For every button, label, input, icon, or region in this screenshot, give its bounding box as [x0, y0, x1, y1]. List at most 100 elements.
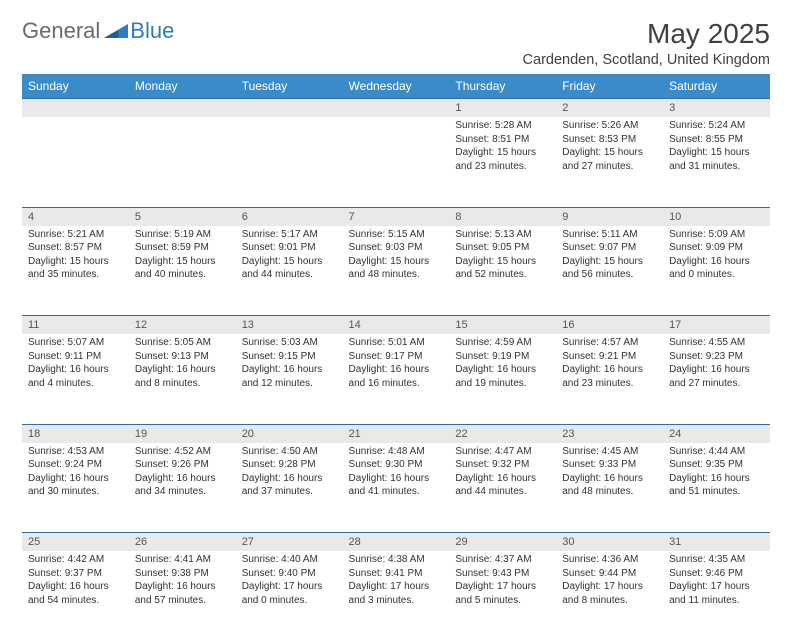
day-number-cell: 16	[556, 316, 663, 335]
sunrise-text: Sunrise: 4:52 AM	[135, 445, 230, 459]
sunrise-text: Sunrise: 4:42 AM	[28, 553, 123, 567]
day-number: 28	[343, 533, 450, 551]
daylight-text: Daylight: 15 hours and 23 minutes.	[455, 146, 550, 173]
sunrise-text: Sunrise: 4:41 AM	[135, 553, 230, 567]
day-number-cell: 26	[129, 533, 236, 552]
day-number-cell: 23	[556, 424, 663, 443]
day-cell-body: Sunrise: 4:41 AMSunset: 9:38 PMDaylight:…	[129, 551, 236, 611]
day-number: 31	[663, 533, 770, 551]
sunrise-text: Sunrise: 4:44 AM	[669, 445, 764, 459]
day-number: 23	[556, 425, 663, 443]
sunrise-text: Sunrise: 5:24 AM	[669, 119, 764, 133]
day-cell: Sunrise: 4:37 AMSunset: 9:43 PMDaylight:…	[449, 551, 556, 641]
sunset-text: Sunset: 9:32 PM	[455, 458, 550, 472]
day-cell-body: Sunrise: 4:45 AMSunset: 9:33 PMDaylight:…	[556, 443, 663, 503]
body-row: Sunrise: 5:07 AMSunset: 9:11 PMDaylight:…	[22, 334, 770, 424]
day-number: 22	[449, 425, 556, 443]
day-cell: Sunrise: 5:07 AMSunset: 9:11 PMDaylight:…	[22, 334, 129, 424]
day-number-cell	[236, 99, 343, 118]
day-number-cell: 1	[449, 99, 556, 118]
day-cell: Sunrise: 4:53 AMSunset: 9:24 PMDaylight:…	[22, 443, 129, 533]
day-header: Thursday	[449, 74, 556, 99]
sunrise-text: Sunrise: 5:13 AM	[455, 228, 550, 242]
sunrise-text: Sunrise: 4:53 AM	[28, 445, 123, 459]
sunrise-text: Sunrise: 5:15 AM	[349, 228, 444, 242]
daylight-text: Daylight: 16 hours and 48 minutes.	[562, 472, 657, 499]
day-cell	[343, 117, 450, 207]
day-cell-body: Sunrise: 4:50 AMSunset: 9:28 PMDaylight:…	[236, 443, 343, 503]
daylight-text: Daylight: 16 hours and 19 minutes.	[455, 363, 550, 390]
sunrise-text: Sunrise: 5:17 AM	[242, 228, 337, 242]
day-number: 27	[236, 533, 343, 551]
body-row: Sunrise: 4:42 AMSunset: 9:37 PMDaylight:…	[22, 551, 770, 641]
sunset-text: Sunset: 9:41 PM	[349, 567, 444, 581]
day-cell: Sunrise: 4:45 AMSunset: 9:33 PMDaylight:…	[556, 443, 663, 533]
sunset-text: Sunset: 9:17 PM	[349, 350, 444, 364]
sunset-text: Sunset: 9:19 PM	[455, 350, 550, 364]
day-number: 30	[556, 533, 663, 551]
day-number-cell: 10	[663, 207, 770, 226]
daylight-text: Daylight: 15 hours and 48 minutes.	[349, 255, 444, 282]
sunrise-text: Sunrise: 5:05 AM	[135, 336, 230, 350]
day-number-cell: 2	[556, 99, 663, 118]
daynum-row: 45678910	[22, 207, 770, 226]
day-number: 11	[22, 316, 129, 334]
sunrise-text: Sunrise: 4:55 AM	[669, 336, 764, 350]
day-header: Monday	[129, 74, 236, 99]
day-number: 19	[129, 425, 236, 443]
day-cell-body: Sunrise: 4:48 AMSunset: 9:30 PMDaylight:…	[343, 443, 450, 503]
sunset-text: Sunset: 9:09 PM	[669, 241, 764, 255]
day-cell-body	[343, 117, 450, 123]
sunset-text: Sunset: 9:40 PM	[242, 567, 337, 581]
day-number-cell: 5	[129, 207, 236, 226]
day-cell-body: Sunrise: 5:28 AMSunset: 8:51 PMDaylight:…	[449, 117, 556, 177]
sunrise-text: Sunrise: 4:37 AM	[455, 553, 550, 567]
daylight-text: Daylight: 16 hours and 41 minutes.	[349, 472, 444, 499]
day-header: Saturday	[663, 74, 770, 99]
sunrise-text: Sunrise: 4:35 AM	[669, 553, 764, 567]
daylight-text: Daylight: 16 hours and 12 minutes.	[242, 363, 337, 390]
sunset-text: Sunset: 9:23 PM	[669, 350, 764, 364]
day-cell	[22, 117, 129, 207]
daylight-text: Daylight: 16 hours and 0 minutes.	[669, 255, 764, 282]
day-cell-body: Sunrise: 4:40 AMSunset: 9:40 PMDaylight:…	[236, 551, 343, 611]
daylight-text: Daylight: 17 hours and 11 minutes.	[669, 580, 764, 607]
daylight-text: Daylight: 16 hours and 34 minutes.	[135, 472, 230, 499]
header: General Blue May 2025 Cardenden, Scotlan…	[22, 18, 770, 68]
day-cell-body: Sunrise: 4:44 AMSunset: 9:35 PMDaylight:…	[663, 443, 770, 503]
day-cell-body: Sunrise: 4:42 AMSunset: 9:37 PMDaylight:…	[22, 551, 129, 611]
day-number: 8	[449, 208, 556, 226]
sunset-text: Sunset: 8:53 PM	[562, 133, 657, 147]
day-number-cell: 8	[449, 207, 556, 226]
daylight-text: Daylight: 16 hours and 30 minutes.	[28, 472, 123, 499]
day-cell: Sunrise: 4:47 AMSunset: 9:32 PMDaylight:…	[449, 443, 556, 533]
logo-text-general: General	[22, 18, 100, 44]
sunrise-text: Sunrise: 5:26 AM	[562, 119, 657, 133]
logo-triangle-icon	[104, 22, 128, 40]
daynum-row: 18192021222324	[22, 424, 770, 443]
sunset-text: Sunset: 9:13 PM	[135, 350, 230, 364]
day-cell-body: Sunrise: 5:11 AMSunset: 9:07 PMDaylight:…	[556, 226, 663, 286]
day-number: 25	[22, 533, 129, 551]
day-cell: Sunrise: 4:41 AMSunset: 9:38 PMDaylight:…	[129, 551, 236, 641]
day-cell: Sunrise: 5:09 AMSunset: 9:09 PMDaylight:…	[663, 226, 770, 316]
sunset-text: Sunset: 8:57 PM	[28, 241, 123, 255]
day-number: 1	[449, 99, 556, 117]
daylight-text: Daylight: 16 hours and 23 minutes.	[562, 363, 657, 390]
day-number-cell: 12	[129, 316, 236, 335]
day-number: 15	[449, 316, 556, 334]
title-block: May 2025 Cardenden, Scotland, United Kin…	[523, 18, 770, 68]
day-cell: Sunrise: 4:38 AMSunset: 9:41 PMDaylight:…	[343, 551, 450, 641]
daylight-text: Daylight: 16 hours and 8 minutes.	[135, 363, 230, 390]
day-number: 16	[556, 316, 663, 334]
daylight-text: Daylight: 16 hours and 57 minutes.	[135, 580, 230, 607]
day-cell: Sunrise: 4:40 AMSunset: 9:40 PMDaylight:…	[236, 551, 343, 641]
day-cell-body: Sunrise: 5:19 AMSunset: 8:59 PMDaylight:…	[129, 226, 236, 286]
daylight-text: Daylight: 15 hours and 31 minutes.	[669, 146, 764, 173]
day-number	[22, 99, 129, 105]
daylight-text: Daylight: 15 hours and 35 minutes.	[28, 255, 123, 282]
sunset-text: Sunset: 8:59 PM	[135, 241, 230, 255]
daylight-text: Daylight: 15 hours and 56 minutes.	[562, 255, 657, 282]
sunset-text: Sunset: 8:51 PM	[455, 133, 550, 147]
daylight-text: Daylight: 15 hours and 44 minutes.	[242, 255, 337, 282]
